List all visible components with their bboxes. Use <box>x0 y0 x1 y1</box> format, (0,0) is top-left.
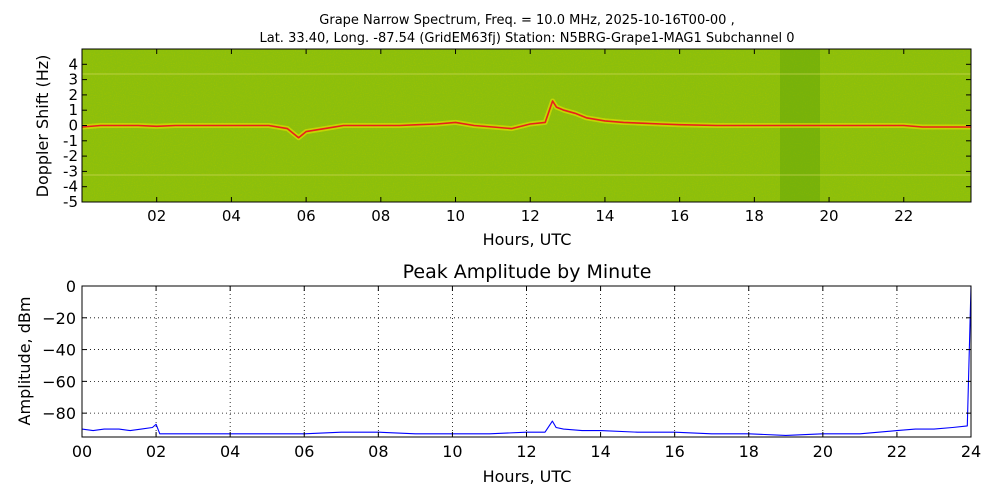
spectrogram-y-tick-label: 4 <box>68 55 78 73</box>
spectrogram-y-tick-label: 3 <box>68 71 78 89</box>
amplitude-x-tick-label: 14 <box>590 442 610 461</box>
spectrogram-y-tick-label: 1 <box>68 101 78 119</box>
spectrogram-x-tick-label: 04 <box>222 207 241 225</box>
spectrogram-y-tick-label: 2 <box>68 86 78 104</box>
spectrogram-x-ticks: 02 04 06 08 10 12 14 16 18 20 22 <box>147 49 913 225</box>
amplitude-x-tick-label: 18 <box>739 442 759 461</box>
amplitude-y-tick-label: −40 <box>42 341 76 360</box>
amplitude-x-tick-label: 10 <box>442 442 462 461</box>
spectrogram-y-tick-label: 0 <box>68 117 78 135</box>
spectrogram-y-axis-label: Doppler Shift (Hz) <box>33 55 52 198</box>
spectrogram-title-line1: Grape Narrow Spectrum, Freq. = 10.0 MHz,… <box>319 13 735 28</box>
spectrogram-x-tick-label: 22 <box>894 207 913 225</box>
spectrogram-y-tick-label: -2 <box>63 147 78 165</box>
spectrogram-y-tick-label: -3 <box>63 162 78 180</box>
spectrogram-x-tick-label: 20 <box>820 207 839 225</box>
doppler-trace <box>82 100 971 139</box>
amplitude-x-tick-label: 04 <box>220 442 240 461</box>
amplitude-x-axis-label: Hours, UTC <box>483 467 572 486</box>
amplitude-y-axis-label: Amplitude, dBm <box>15 297 34 426</box>
spectrogram-x-tick-label: 18 <box>745 207 764 225</box>
amplitude-x-tick-label: 16 <box>664 442 684 461</box>
spectrogram-x-tick-label: 08 <box>371 207 390 225</box>
spectrogram-x-tick-label: 06 <box>297 207 316 225</box>
amplitude-y-tick-label: 0 <box>66 277 76 296</box>
spectrogram-x-tick-label: 14 <box>595 207 614 225</box>
amplitude-x-tick-label: 06 <box>294 442 314 461</box>
spectrogram-x-tick-label: 16 <box>670 207 689 225</box>
amplitude-x-tick-label: 00 <box>72 442 92 461</box>
spectrogram-y-tick-label: -5 <box>63 193 78 211</box>
amplitude-y-tick-label: −60 <box>42 372 76 391</box>
amplitude-x-tick-label: 20 <box>813 442 833 461</box>
amplitude-panel: 00 02 04 06 08 10 12 14 16 18 20 22 24 0 −20 −40 −60 −80… <box>15 261 981 486</box>
amplitude-grid <box>82 286 971 437</box>
spectrogram-y-tick-label: -1 <box>63 132 78 150</box>
amplitude-x-tick-label: 08 <box>368 442 388 461</box>
amplitude-y-tick-label: −80 <box>42 404 76 423</box>
amplitude-y-tick-label: −20 <box>42 309 76 328</box>
amplitude-x-tick-label: 22 <box>887 442 907 461</box>
amplitude-x-ticks: 00 02 04 06 08 10 12 14 16 18 20 22 24 <box>72 286 981 461</box>
spectrogram-title-line2: Lat. 33.40, Long. -87.54 (GridEM63fj) St… <box>259 31 795 46</box>
amplitude-plot-area <box>82 286 971 437</box>
spectrogram-x-axis-label: Hours, UTC <box>483 230 572 249</box>
spectrogram-x-tick-label: 10 <box>446 207 465 225</box>
amplitude-x-tick-label: 02 <box>146 442 166 461</box>
amplitude-title: Peak Amplitude by Minute <box>403 261 652 283</box>
amplitude-x-tick-label: 24 <box>961 442 981 461</box>
amplitude-x-tick-label: 12 <box>516 442 536 461</box>
amplitude-y-ticks: 0 −20 −40 −60 −80 <box>42 277 971 423</box>
spectrogram-x-tick-label: 02 <box>147 207 166 225</box>
spectrogram-x-tick-label: 12 <box>521 207 540 225</box>
spectrogram-y-tick-label: -4 <box>63 178 78 196</box>
